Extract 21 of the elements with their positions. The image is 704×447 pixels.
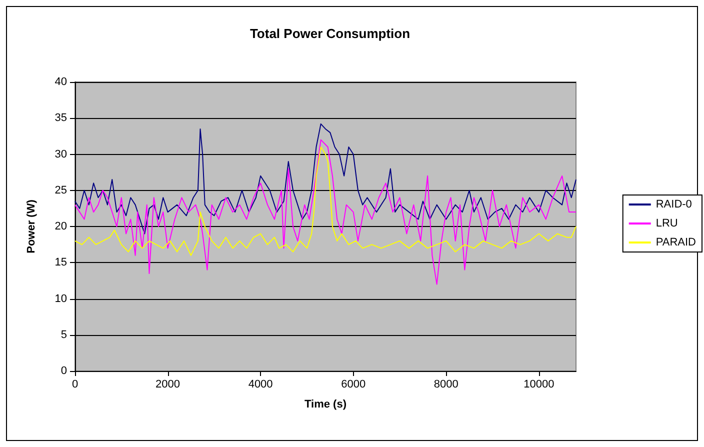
y-tick-label: 25 [54,184,67,196]
x-tick-label: 8000 [434,378,458,390]
y-axis-title: Power (W) [26,199,38,254]
legend-label: RAID-0 [656,198,692,210]
legend-label: PARAID [656,236,696,248]
y-tick-label: 10 [54,292,67,305]
x-tick-label: 2000 [156,378,180,390]
x-tick-label: 6000 [341,378,366,390]
chart-title: Total Power Consumption [250,26,410,41]
legend-label: LRU [656,218,678,230]
y-tick-label: 40 [54,76,67,88]
y-tick-label: 20 [54,220,67,232]
y-tick-label: 5 [60,328,67,341]
x-tick-label: 0 [72,378,78,390]
y-tick-label: 30 [54,148,67,160]
y-tick-label: 15 [54,256,67,269]
y-tick-label: 0 [60,365,67,377]
x-tick-label: 4000 [248,378,273,390]
x-tick-label: 10000 [524,378,554,390]
x-axis-title: Time (s) [304,398,347,410]
y-tick-label: 35 [54,112,67,124]
